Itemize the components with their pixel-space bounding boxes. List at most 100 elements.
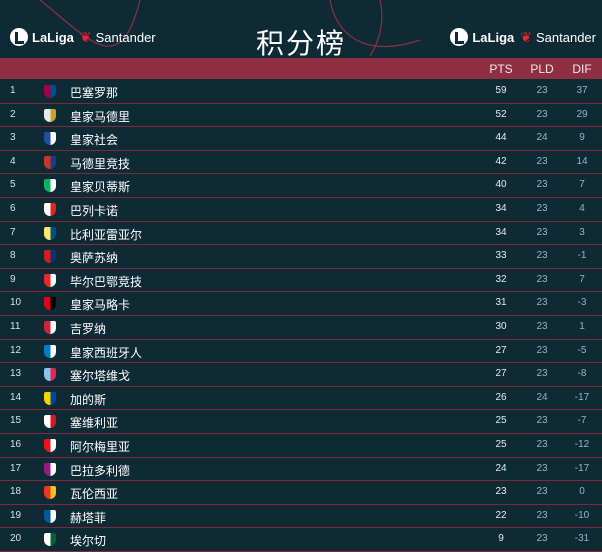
team-name: 巴列卡诺 bbox=[70, 203, 119, 218]
team-name: 马德里竞技 bbox=[70, 156, 131, 171]
table-row: 1 巴塞罗那 59 23 37 bbox=[0, 80, 602, 104]
column-pts: PTS bbox=[489, 62, 513, 76]
played-value: 23 bbox=[536, 320, 548, 332]
table-row: 15 塞维利亚 25 23 -7 bbox=[0, 410, 602, 434]
table-row: 7 比利亚雷亚尔 34 23 3 bbox=[0, 222, 602, 246]
goal-difference-value: 9 bbox=[579, 132, 585, 144]
position-number: 6 bbox=[10, 202, 16, 214]
goal-difference-value: 14 bbox=[576, 155, 588, 167]
team-crest-icon bbox=[44, 486, 56, 500]
played-value: 23 bbox=[536, 415, 548, 427]
team-crest-icon bbox=[44, 226, 56, 240]
played-value: 23 bbox=[536, 179, 548, 191]
played-value: 24 bbox=[536, 132, 548, 144]
table-row: 19 赫塔菲 22 23 -10 bbox=[0, 505, 602, 529]
team-name: 吉罗纳 bbox=[70, 321, 107, 336]
points-value: 27 bbox=[495, 368, 507, 380]
team-name: 比利亚雷亚尔 bbox=[70, 227, 143, 242]
position-number: 3 bbox=[10, 132, 16, 144]
table-row: 9 毕尔巴鄂竞技 32 23 7 bbox=[0, 269, 602, 293]
team-crest-icon bbox=[44, 297, 56, 311]
points-value: 40 bbox=[495, 179, 507, 191]
table-row: 14 加的斯 26 24 -17 bbox=[0, 387, 602, 411]
team-name: 皇家马德里 bbox=[70, 109, 131, 124]
team-crest-icon bbox=[44, 391, 56, 405]
points-value: 23 bbox=[495, 486, 507, 498]
header: LaLiga ❦ Santander 积分榜 LaLiga ❦ Santande… bbox=[0, 0, 602, 60]
santander-wordmark: Santander bbox=[536, 29, 596, 45]
team-crest-icon bbox=[44, 250, 56, 264]
laliga-logo-right: LaLiga ❦ Santander bbox=[450, 28, 596, 46]
team-crest-icon bbox=[44, 320, 56, 334]
points-value: 31 bbox=[495, 297, 507, 309]
goal-difference-value: 3 bbox=[579, 226, 585, 238]
position-number: 15 bbox=[10, 415, 22, 427]
position-number: 12 bbox=[10, 344, 22, 356]
position-number: 13 bbox=[10, 368, 22, 380]
table-row: 10 皇家马略卡 31 23 -3 bbox=[0, 292, 602, 316]
points-value: 26 bbox=[495, 391, 507, 403]
points-value: 25 bbox=[495, 415, 507, 427]
team-crest-icon bbox=[44, 438, 56, 452]
team-crest-icon bbox=[44, 202, 56, 216]
team-name: 皇家西班牙人 bbox=[70, 345, 143, 360]
played-value: 23 bbox=[536, 226, 548, 238]
position-number: 8 bbox=[10, 250, 16, 262]
position-number: 19 bbox=[10, 509, 22, 521]
points-value: 42 bbox=[495, 155, 507, 167]
position-number: 11 bbox=[10, 320, 21, 332]
team-crest-icon bbox=[44, 462, 56, 476]
team-crest-icon bbox=[44, 509, 56, 523]
table-row: 16 阿尔梅里亚 25 23 -12 bbox=[0, 434, 602, 458]
team-crest-icon bbox=[44, 533, 56, 547]
laliga-wordmark: LaLiga bbox=[32, 29, 74, 45]
played-value: 23 bbox=[536, 533, 548, 545]
column-dif: DIF bbox=[572, 62, 592, 76]
points-value: 30 bbox=[495, 320, 507, 332]
played-value: 23 bbox=[536, 297, 548, 309]
team-crest-icon bbox=[44, 344, 56, 358]
goal-difference-value: -17 bbox=[574, 462, 590, 474]
points-value: 25 bbox=[495, 438, 507, 450]
points-value: 24 bbox=[495, 462, 507, 474]
goal-difference-value: -17 bbox=[574, 391, 590, 403]
position-number: 10 bbox=[10, 297, 22, 309]
team-crest-icon bbox=[44, 132, 56, 146]
team-name: 瓦伦西亚 bbox=[70, 487, 119, 502]
played-value: 23 bbox=[536, 273, 548, 285]
position-number: 4 bbox=[10, 155, 16, 167]
table-row: 18 瓦伦西亚 23 23 0 bbox=[0, 481, 602, 505]
team-crest-icon bbox=[44, 273, 56, 287]
position-number: 16 bbox=[10, 438, 22, 450]
team-name: 阿尔梅里亚 bbox=[70, 439, 131, 454]
team-name: 加的斯 bbox=[70, 392, 107, 407]
position-number: 5 bbox=[10, 179, 16, 191]
team-crest-icon bbox=[44, 155, 56, 169]
goal-difference-value: -1 bbox=[577, 250, 587, 262]
goal-difference-value: 29 bbox=[576, 108, 588, 120]
played-value: 23 bbox=[536, 250, 548, 262]
team-crest-icon bbox=[44, 85, 56, 98]
team-name: 皇家马略卡 bbox=[70, 298, 131, 313]
team-crest-icon bbox=[44, 108, 56, 122]
goal-difference-value: 7 bbox=[579, 179, 585, 191]
played-value: 23 bbox=[536, 155, 548, 167]
points-value: 22 bbox=[495, 509, 507, 521]
laliga-mark-icon bbox=[450, 28, 469, 46]
position-number: 9 bbox=[10, 273, 16, 285]
points-value: 32 bbox=[495, 273, 507, 285]
table-row: 4 马德里竞技 42 23 14 bbox=[0, 151, 602, 175]
played-value: 23 bbox=[536, 368, 548, 380]
table-row: 5 皇家贝蒂斯 40 23 7 bbox=[0, 174, 602, 198]
points-value: 33 bbox=[495, 250, 507, 262]
santander-wordmark: Santander bbox=[95, 29, 156, 45]
points-value: 59 bbox=[495, 85, 507, 96]
points-value: 52 bbox=[495, 108, 507, 120]
laliga-mark-icon bbox=[10, 28, 28, 46]
position-number: 1 bbox=[10, 85, 16, 96]
standings-table: 1 巴塞罗那 59 23 37 2 皇家马德里 52 23 29 3 皇家社会 44 24 9 4 马德里竞技 4… bbox=[0, 80, 602, 552]
played-value: 23 bbox=[536, 438, 548, 450]
points-value: 34 bbox=[495, 202, 507, 214]
santander-flame-icon: ❦ bbox=[520, 28, 532, 45]
team-name: 毕尔巴鄂竞技 bbox=[70, 274, 143, 289]
